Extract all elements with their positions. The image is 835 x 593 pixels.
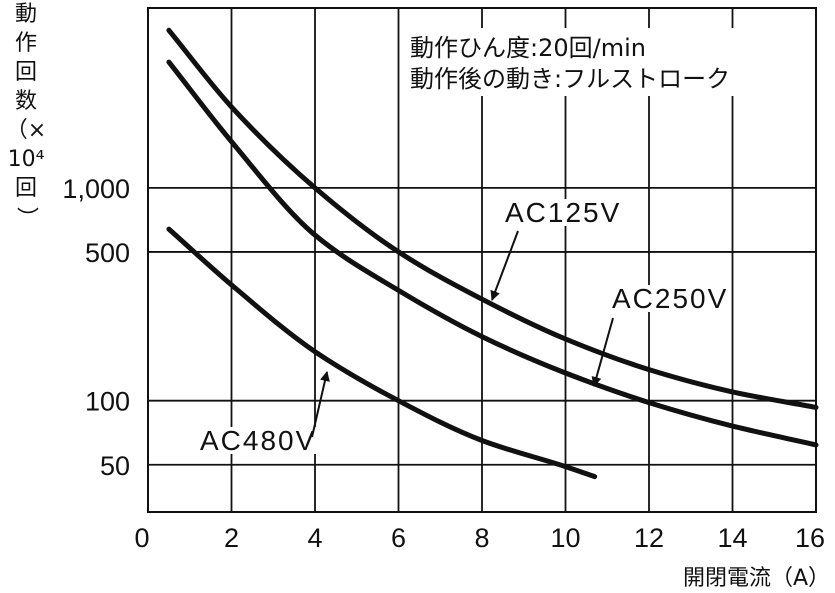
annotation-frequency: 動作ひん度:20回/min	[410, 34, 646, 62]
series-label-arrow	[591, 317, 614, 387]
annotation-background	[404, 28, 742, 96]
y-axis-label-glyph: 数	[14, 89, 37, 114]
series-label-background	[610, 285, 731, 312]
y-axis-label-paren: ）	[13, 206, 39, 229]
series-line-ac250v	[166, 59, 819, 448]
series-labels: AC125V AC250V AC480V	[198, 197, 731, 456]
series-line-ac125v	[166, 27, 819, 410]
plot-frame	[147, 7, 817, 513]
x-tick-label: 4	[307, 523, 322, 553]
y-axis-label-glyph: ）	[4, 203, 48, 232]
annotation-box: 動作ひん度:20回/min 動作後の動き:フルストローク	[404, 28, 742, 96]
series-label-arrow	[311, 371, 330, 438]
y-tick-label: 100	[85, 387, 130, 417]
y-axis-label-glyph: 10⁴	[7, 147, 45, 172]
series-label-background	[198, 427, 319, 454]
y-axis-label-glyph: （×	[5, 118, 47, 143]
x-tick-label: 12	[634, 523, 664, 553]
y-axis-label-glyph: 回	[14, 176, 37, 201]
series-label-background	[503, 199, 624, 226]
annotation-after-motion: 動作後の動き:フルストローク	[410, 65, 730, 93]
x-tick-label: 16	[795, 523, 825, 553]
x-tick-label: 0	[134, 523, 149, 553]
series-label-arrow	[490, 230, 519, 301]
y-tick-label: 500	[85, 238, 130, 268]
x-tick-label: 6	[391, 523, 406, 553]
series-label-ac250v: AC250V	[612, 283, 728, 314]
x-tick-label: 8	[474, 523, 489, 553]
series-curves	[166, 27, 819, 480]
y-axis-label-glyph: 回	[14, 60, 37, 85]
y-tick-label: 50	[100, 451, 130, 481]
y-axis-label-glyph: 動	[14, 2, 37, 27]
y-axis-label: 動作回数（× 10⁴ 回）	[4, 0, 48, 232]
x-axis-label: 開閉電流（A）	[683, 566, 830, 591]
x-tick-label: 10	[550, 523, 580, 553]
x-tick-label: 2	[224, 523, 239, 553]
x-tick-label: 14	[717, 523, 747, 553]
series-label-ac480v: AC480V	[200, 425, 316, 456]
y-axis-label-glyph: 作	[14, 31, 37, 56]
series-line-ac480v	[166, 226, 598, 480]
y-tick-label: 1,000	[62, 174, 130, 204]
y-tick-labels: 50 100 500 1,000	[62, 174, 130, 481]
series-label-ac125v: AC125V	[505, 197, 621, 228]
x-tick-labels: 0 2 4 6 8 10 12 14 16	[134, 523, 825, 553]
